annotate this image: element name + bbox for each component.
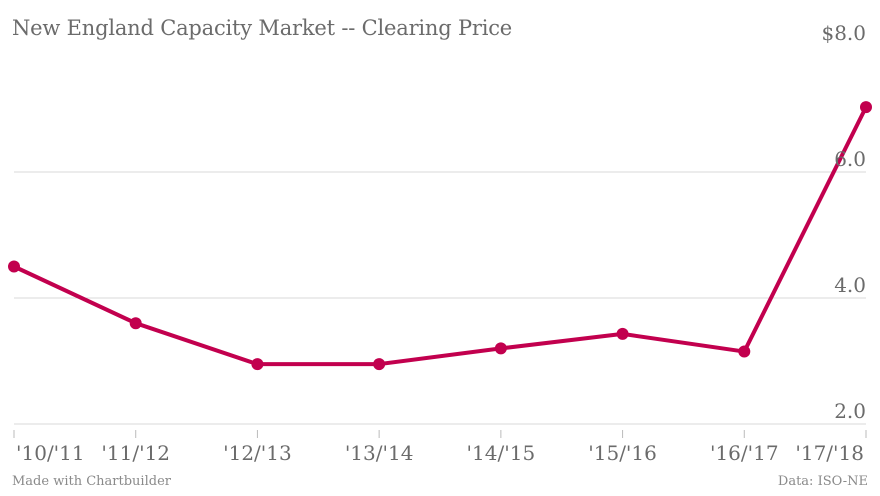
y-tick-label: 6.0: [834, 147, 866, 171]
x-tick-label: '11/'12: [101, 441, 170, 465]
series-line: [12, 105, 868, 367]
data-points: [8, 101, 872, 371]
data-point: [129, 317, 142, 330]
data-point: [8, 260, 20, 273]
data-point: [860, 101, 872, 114]
x-tick-label: '14/'15: [467, 441, 536, 465]
x-tick-label: '10/'11: [16, 441, 85, 465]
y-tick-label: $8.0: [821, 21, 866, 45]
x-tick-label: '12/'13: [223, 441, 292, 465]
data-point: [616, 327, 629, 340]
data-source: Data: ISO-NE: [777, 474, 868, 489]
data-point: [494, 342, 507, 355]
series-line-layer: [12, 105, 868, 367]
x-tick-label: '13/'14: [345, 441, 414, 465]
x-tick-label: '16/'17: [710, 441, 779, 465]
data-point: [373, 358, 386, 371]
gridlines: [14, 171, 866, 425]
y-tick-label: 4.0: [834, 273, 866, 297]
x-axis-labels: '10/'11 '11/'12 '12/'13 '13/'14 '14/'15 '15/'…: [16, 441, 864, 465]
y-axis-labels: 2.0 4.0 6.0 $8.0: [821, 21, 866, 423]
chart-credit: Made with Chartbuilder: [12, 474, 171, 489]
data-point: [251, 358, 264, 371]
chart-title: New England Capacity Market -- Clearing …: [12, 16, 513, 40]
data-point: [738, 345, 751, 358]
x-tick-label: '15/'16: [588, 441, 657, 465]
y-tick-label: 2.0: [834, 399, 866, 423]
x-tick-label: '17/'18: [795, 441, 864, 465]
x-axis-ticks: [13, 430, 867, 438]
